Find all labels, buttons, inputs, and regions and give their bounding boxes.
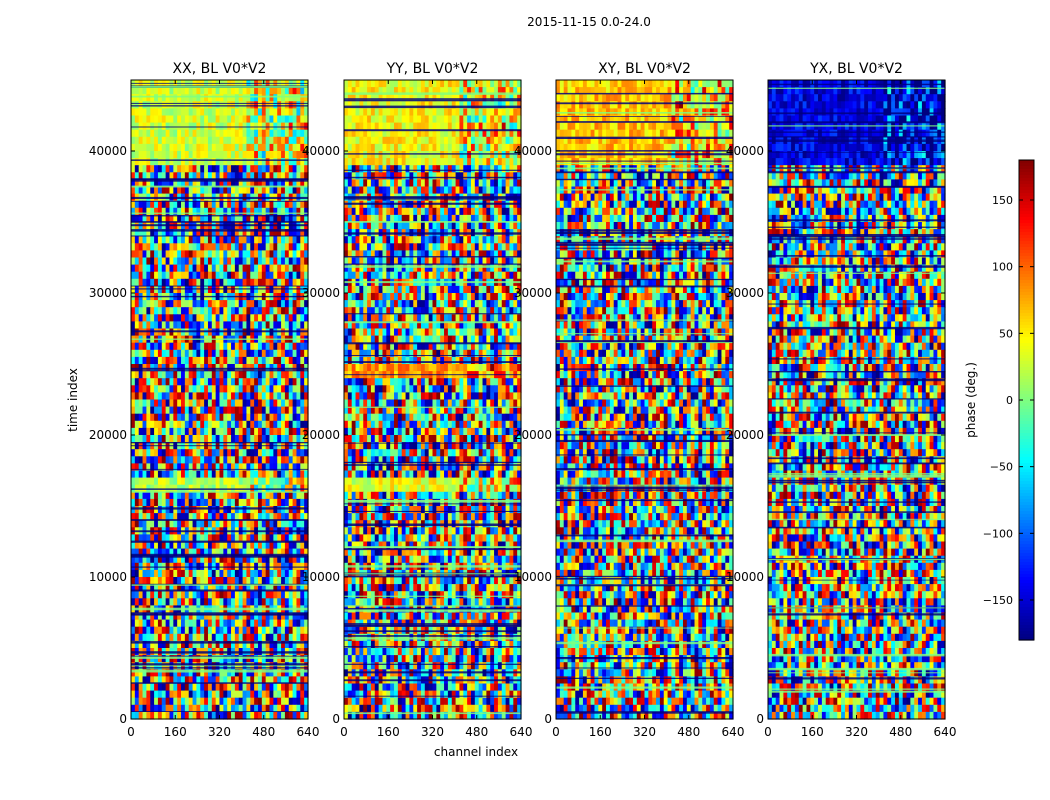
y-tick-label: 30000: [302, 286, 340, 300]
x-tick-label: 320: [845, 725, 868, 739]
x-tick-label: 160: [164, 725, 187, 739]
panel-xx: XX, BL V0*V2 0 160 320 480 640 0 10000 20000 3000…: [89, 61, 320, 739]
panel-yy: YY, BL V0*V2 0 160 320 480 640 0 10000 20000 3000…: [302, 61, 533, 739]
colorbar-tick-label: 150: [992, 194, 1013, 207]
x-tick-label: 480: [252, 725, 275, 739]
heatmap-cells-yx: [768, 80, 946, 720]
colorbar-tick-label: 50: [999, 327, 1013, 340]
x-tick-label: 640: [510, 725, 533, 739]
y-tick-label: 40000: [514, 144, 552, 158]
y-tick-label: 20000: [514, 428, 552, 442]
y-tick-label: 40000: [89, 144, 127, 158]
y-tick-label: 10000: [726, 570, 764, 584]
panel-yx: YX, BL V0*V2 0 160 320 480 640 0 10000 20000 3000…: [726, 61, 957, 739]
panel-xy: XY, BL V0*V2 0 160 320 480 640 0 10000 20000 3000…: [514, 61, 745, 739]
y-tick-label: 20000: [726, 428, 764, 442]
x-tick-label: 480: [677, 725, 700, 739]
figure: 2015-11-15 0.0-24.0 XX, BL V0*V2 0 160 320 4…: [0, 0, 1050, 800]
colorbar-tick-label: −150: [983, 594, 1013, 607]
x-tick-label: 640: [934, 725, 957, 739]
y-tick-label: 0: [332, 712, 340, 726]
heatmap-cells-xy: [556, 80, 734, 720]
x-tick-label: 640: [722, 725, 745, 739]
colorbar-label: phase (deg.): [964, 362, 978, 438]
x-tick-label: 0: [552, 725, 560, 739]
y-tick-label: 30000: [726, 286, 764, 300]
y-tick-label: 0: [756, 712, 764, 726]
y-tick-label: 10000: [514, 570, 552, 584]
x-tick-label: 320: [421, 725, 444, 739]
x-tick-label: 480: [465, 725, 488, 739]
x-tick-label: 320: [208, 725, 231, 739]
x-tick-label: 640: [297, 725, 320, 739]
y-tick-label: 20000: [89, 428, 127, 442]
x-tick-label: 160: [801, 725, 824, 739]
x-tick-label: 0: [340, 725, 348, 739]
x-tick-label: 480: [889, 725, 912, 739]
y-tick-label: 30000: [89, 286, 127, 300]
colorbar-tick-label: 0: [1006, 394, 1013, 407]
colorbar-tick-label: −100: [983, 527, 1013, 540]
y-tick-label: 40000: [302, 144, 340, 158]
heatmap-cells-xx: [131, 80, 309, 720]
panel-title: YX, BL V0*V2: [809, 61, 903, 77]
y-tick-label: 20000: [302, 428, 340, 442]
x-axis-label: channel index: [434, 745, 518, 759]
colorbar-tick-label: −50: [990, 461, 1013, 474]
x-tick-label: 160: [589, 725, 612, 739]
colorbar: 150 100 50 0 −50 −100 −150 phase (deg.): [964, 160, 1034, 641]
y-tick-label: 40000: [726, 144, 764, 158]
x-tick-label: 160: [377, 725, 400, 739]
x-tick-label: 0: [764, 725, 772, 739]
y-tick-label: 10000: [89, 570, 127, 584]
x-tick-label: 0: [127, 725, 135, 739]
y-tick-label: 0: [119, 712, 127, 726]
x-tick-label: 320: [633, 725, 656, 739]
panel-title: YY, BL V0*V2: [386, 61, 479, 77]
panel-title: XX, BL V0*V2: [173, 61, 267, 77]
figure-suptitle: 2015-11-15 0.0-24.0: [527, 15, 651, 29]
panels-group: XX, BL V0*V2 0 160 320 480 640 0 10000 20000 3000…: [89, 61, 957, 739]
y-tick-label: 10000: [302, 570, 340, 584]
panel-title: XY, BL V0*V2: [598, 61, 691, 77]
y-tick-label: 0: [544, 712, 552, 726]
colorbar-tick-label: 100: [992, 261, 1013, 274]
y-axis-label: time index: [66, 368, 80, 432]
y-tick-label: 30000: [514, 286, 552, 300]
